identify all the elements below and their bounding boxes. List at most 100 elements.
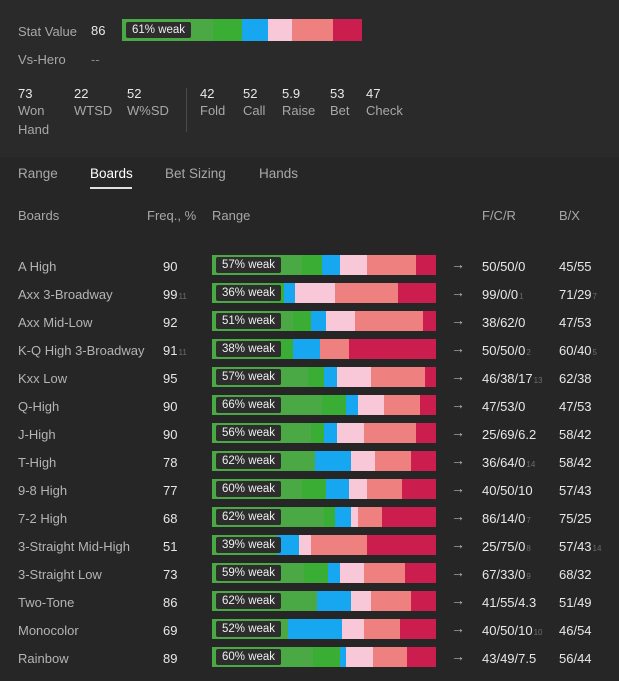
board-freq-value: 90 bbox=[163, 427, 178, 442]
table-row[interactable]: K-Q High 3-Broadway 9111 38% weak → 50/50/02… bbox=[0, 338, 619, 366]
stats-row: 73 Won Hand 22 WTSD 52 W%SD 42 Fold 52 C… bbox=[0, 86, 619, 146]
stat-call: 52 Call bbox=[243, 86, 265, 120]
board-name: Q-High bbox=[18, 399, 60, 414]
table-row[interactable]: 3-Straight Mid-High 51 39% weak → 25/75/08 57… bbox=[0, 534, 619, 562]
column-header-boards[interactable]: Boards bbox=[18, 208, 60, 223]
board-bx-value: 58/42 bbox=[559, 427, 592, 442]
table-row[interactable]: 7-2 High 68 62% weak → 86/14/07 75/25 bbox=[0, 506, 619, 534]
range-bar-segment bbox=[323, 423, 338, 443]
table-row[interactable]: Axx 3-Broadway 9911 36% weak → 99/0/01 71/297 bbox=[0, 282, 619, 310]
table-row[interactable]: Monocolor 69 52% weak → 40/50/1010 46/54 bbox=[0, 618, 619, 646]
board-name: Monocolor bbox=[18, 623, 79, 638]
table-row[interactable]: Q-High 90 66% weak → 47/53/0 47/53 bbox=[0, 394, 619, 422]
board-bx: 57/4314 bbox=[559, 539, 601, 554]
arrow-right-icon: → bbox=[451, 396, 465, 412]
board-freq: 69 bbox=[163, 623, 178, 638]
column-header-freq[interactable]: Freq., % bbox=[147, 208, 197, 223]
board-freq-sample: 11 bbox=[178, 292, 187, 301]
range-bar-segment bbox=[339, 255, 367, 275]
weak-pill: 60% weak bbox=[216, 481, 282, 497]
board-name: A High bbox=[18, 259, 57, 274]
range-bar-segment bbox=[364, 563, 405, 583]
table-row[interactable]: J-High 90 56% weak → 25/69/6.2 58/42 bbox=[0, 422, 619, 450]
board-fcr-sample: 1 bbox=[519, 292, 524, 301]
tab-boards[interactable]: Boards bbox=[90, 166, 133, 181]
board-bx-value: 57/43 bbox=[559, 539, 592, 554]
range-bar-segment bbox=[288, 619, 342, 639]
board-fcr-value: 41/55/4.3 bbox=[482, 595, 537, 610]
board-freq: 92 bbox=[163, 315, 178, 330]
range-bar-segment bbox=[339, 563, 365, 583]
board-fcr-value: 86/14/0 bbox=[482, 511, 526, 526]
board-fcr-value: 67/33/0 bbox=[482, 567, 526, 582]
tab-range[interactable]: Range bbox=[18, 166, 58, 181]
board-bx: 45/55 bbox=[559, 259, 593, 274]
board-freq: 73 bbox=[163, 567, 178, 582]
stat-check: 47 Check bbox=[366, 86, 403, 120]
range-bar: 66% weak bbox=[212, 395, 436, 415]
range-bar-segment bbox=[337, 423, 365, 443]
range-bar-segment bbox=[323, 367, 338, 387]
table-row[interactable]: 3-Straight Low 73 59% weak → 67/33/09 68/32 bbox=[0, 562, 619, 590]
table-row[interactable]: 9-8 High 77 60% weak → 40/50/10 57/43 bbox=[0, 478, 619, 506]
range-bar-segment bbox=[326, 479, 349, 499]
range-bar-segment bbox=[404, 563, 436, 583]
board-bx: 68/32 bbox=[559, 567, 593, 582]
range-bar-segment bbox=[364, 423, 416, 443]
stat-won-hand-label: Won Hand bbox=[18, 103, 50, 137]
weak-pill: 56% weak bbox=[216, 425, 282, 441]
board-freq-value: 90 bbox=[163, 399, 178, 414]
board-bx-value: 62/38 bbox=[559, 371, 592, 386]
table-row[interactable]: Rainbow 89 60% weak → 43/49/7.5 56/44 bbox=[0, 646, 619, 674]
stat-wtsd: 22 WTSD bbox=[74, 86, 112, 120]
weak-pill: 57% weak bbox=[216, 369, 282, 385]
range-bar-segment bbox=[312, 647, 340, 667]
column-header-bx[interactable]: B/X bbox=[559, 208, 580, 223]
board-freq: 95 bbox=[163, 371, 178, 386]
board-fcr-value: 36/64/0 bbox=[482, 455, 526, 470]
board-freq-value: 92 bbox=[163, 315, 178, 330]
board-name: J-High bbox=[18, 427, 56, 442]
vs-hero-value: -- bbox=[91, 52, 100, 67]
board-fcr-value: 99/0/0 bbox=[482, 287, 519, 302]
board-bx-value: 68/32 bbox=[559, 567, 592, 582]
board-fcr: 25/75/08 bbox=[482, 539, 531, 554]
table-row[interactable]: A High 90 57% weak → 50/50/0 45/55 bbox=[0, 254, 619, 282]
table-row[interactable]: Axx Mid-Low 92 51% weak → 38/62/0 47/53 bbox=[0, 310, 619, 338]
arrow-right-icon: → bbox=[451, 564, 465, 580]
range-bar-segment bbox=[357, 395, 385, 415]
board-bx-value: 45/55 bbox=[559, 259, 592, 274]
range-bar-segment bbox=[366, 535, 436, 555]
range-bar-segment bbox=[328, 563, 340, 583]
board-freq-value: 69 bbox=[163, 623, 178, 638]
range-bar-segment bbox=[350, 451, 376, 471]
table-row[interactable]: Two-Tone 86 62% weak → 41/55/4.3 51/49 bbox=[0, 590, 619, 618]
board-fcr: 47/53/0 bbox=[482, 399, 526, 414]
arrow-right-icon: → bbox=[451, 452, 465, 468]
tab-bet-sizing[interactable]: Bet Sizing bbox=[165, 166, 226, 181]
range-bar-segment bbox=[415, 255, 436, 275]
table-row[interactable]: Kxx Low 95 57% weak → 46/38/1713 62/38 bbox=[0, 366, 619, 394]
stat-call-label: Call bbox=[243, 103, 266, 118]
range-bar-segment bbox=[420, 395, 436, 415]
board-name: 3-Straight Low bbox=[18, 567, 102, 582]
range-bar-segment bbox=[310, 535, 367, 555]
board-name: 3-Straight Mid-High bbox=[18, 539, 130, 554]
board-bx: 51/49 bbox=[559, 595, 593, 610]
board-bx: 62/38 bbox=[559, 371, 593, 386]
board-freq: 9111 bbox=[163, 343, 187, 358]
table-row[interactable]: T-High 78 62% weak → 36/64/014 58/42 bbox=[0, 450, 619, 478]
tab-hands[interactable]: Hands bbox=[259, 166, 299, 181]
board-freq: 77 bbox=[163, 483, 178, 498]
board-freq-value: 51 bbox=[163, 539, 178, 554]
board-freq: 89 bbox=[163, 651, 178, 666]
vs-hero-label: Vs-Hero bbox=[18, 52, 66, 67]
range-bar-segment bbox=[324, 507, 336, 527]
range-bar: 56% weak bbox=[212, 423, 436, 443]
column-header-fcr[interactable]: F/C/R bbox=[482, 208, 516, 223]
board-bx: 46/54 bbox=[559, 623, 593, 638]
board-bx: 75/25 bbox=[559, 511, 593, 526]
column-header-range[interactable]: Range bbox=[212, 208, 251, 223]
stat-raise-value: 5.9 bbox=[282, 86, 301, 101]
range-bar-segment bbox=[317, 591, 351, 611]
